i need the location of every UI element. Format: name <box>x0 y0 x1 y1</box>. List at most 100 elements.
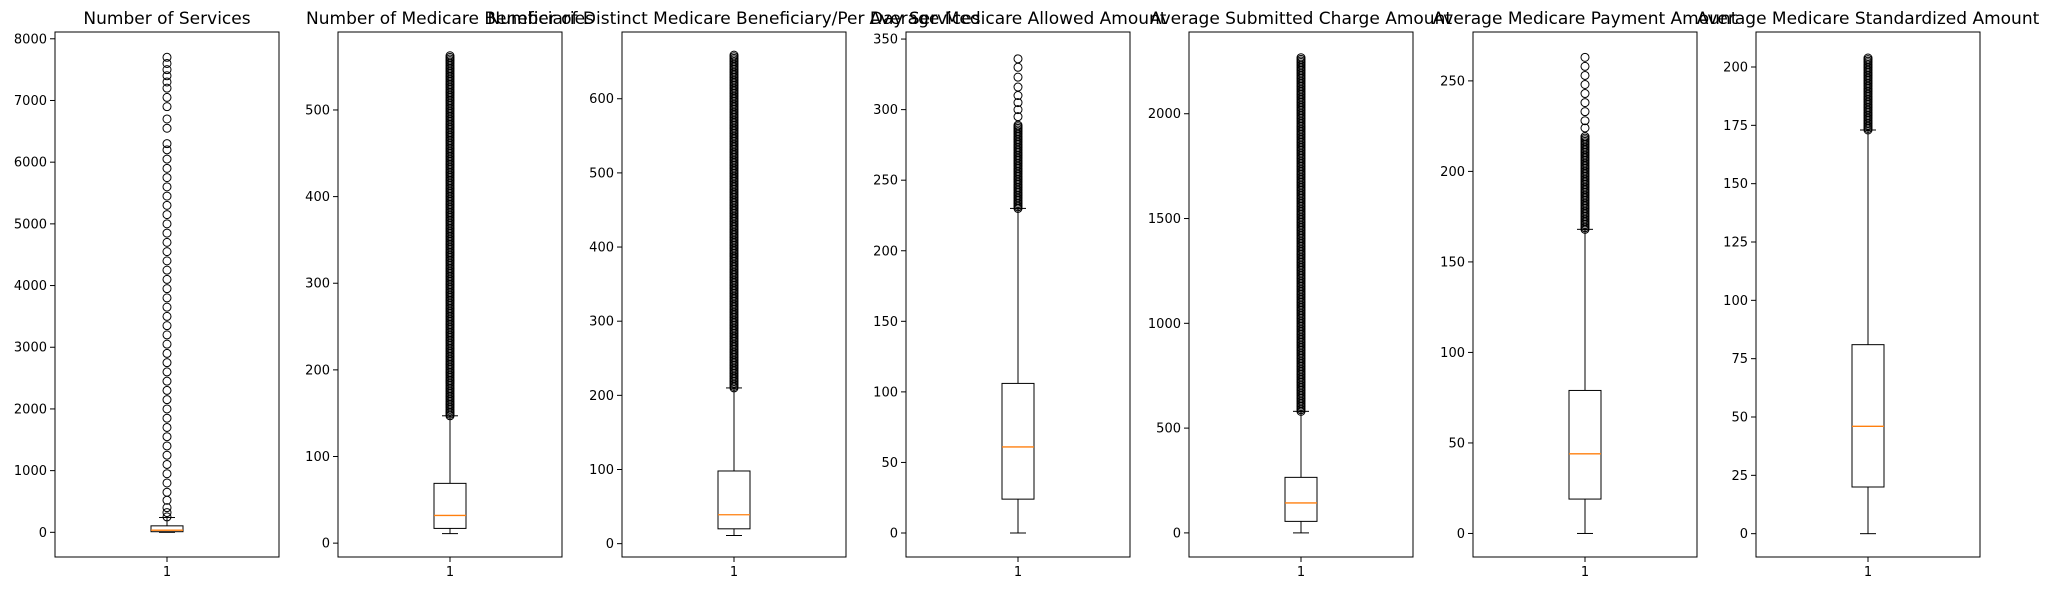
outlier-point <box>1013 54 1023 64</box>
outlier-point <box>1013 105 1023 115</box>
outlier-point <box>1580 52 1590 62</box>
outlier-point <box>162 302 172 312</box>
iqr-box <box>717 470 751 530</box>
panel-4: Average Medicare Allowed Amount 0 50 100 15… <box>870 9 1167 580</box>
y-tick-label: 300 <box>305 277 330 292</box>
iqr-box <box>1001 382 1035 500</box>
y-tick-label: 200 <box>1723 61 1748 76</box>
outlier-point <box>162 65 172 75</box>
y-tick-label: 100 <box>589 463 614 478</box>
outlier-point <box>1580 61 1590 71</box>
y-tick-label: 100 <box>873 385 898 400</box>
outlier-point <box>1580 98 1590 108</box>
outlier-point <box>162 228 172 238</box>
y-tick-label: 50 <box>881 456 898 471</box>
panel-3: Number of Distinct Medicare Beneficiary/… <box>487 9 980 580</box>
panel-6: Average Medicare Payment Amount 0 50 100 15… <box>1433 9 1738 580</box>
outlier-point <box>162 487 172 497</box>
outlier-point <box>162 321 172 331</box>
iqr-box <box>433 482 467 529</box>
y-tick-label: 8000 <box>14 32 47 47</box>
outlier-point <box>1580 107 1590 117</box>
y-tick-label: 2000 <box>1148 107 1181 122</box>
outlier-point <box>1580 80 1590 89</box>
outlier-point <box>162 293 172 303</box>
y-tick-label: 50 <box>1731 411 1748 426</box>
y-tick-label: 1000 <box>14 464 47 479</box>
x-tick-label: 1 <box>1297 565 1305 580</box>
outlier-point <box>1013 62 1023 72</box>
outlier-point <box>1013 112 1023 122</box>
outlier-point <box>162 450 172 460</box>
outlier-point <box>162 358 172 368</box>
outlier-point <box>1580 132 1590 142</box>
outlier-point <box>162 512 172 522</box>
outlier-point <box>162 139 172 149</box>
panel-title: Average Submitted Charge Amount <box>1150 9 1452 29</box>
x-tick-label: 1 <box>163 565 171 580</box>
outlier-point <box>162 274 172 284</box>
outlier-point <box>162 145 172 155</box>
y-tick-label: 400 <box>305 190 330 205</box>
boxplot: 0 50 100 150 200 250 1 <box>1440 52 1602 580</box>
boxplot: 0 100 200 300 400 500 1 <box>305 51 467 580</box>
x-tick-label: 1 <box>730 565 738 580</box>
outlier-point <box>162 348 172 358</box>
y-tick-label: 75 <box>1731 352 1748 367</box>
outlier-point <box>1863 53 1873 63</box>
outlier-point <box>162 219 172 229</box>
boxplot: 0 1000 2000 3000 4000 5000 6000 7000 8000 1 <box>14 32 184 580</box>
y-tick-label: 0 <box>39 526 47 541</box>
outlier-point <box>162 247 172 257</box>
y-tick-label: 175 <box>1723 119 1748 134</box>
x-tick-label: 1 <box>1581 565 1589 580</box>
y-tick-label: 400 <box>589 241 614 256</box>
outlier-point <box>162 495 172 505</box>
x-tick-label: 1 <box>446 565 454 580</box>
outlier-point <box>1013 82 1023 92</box>
outlier-point <box>1580 123 1590 133</box>
y-tick-label: 300 <box>589 315 614 330</box>
y-tick-label: 300 <box>873 103 898 118</box>
outlier-point <box>1580 89 1590 99</box>
outlier-point <box>162 191 172 201</box>
boxplot: 0 100 200 300 400 500 600 1 <box>589 50 751 580</box>
panel-title: Number of Medicare Beneficiaries <box>306 9 594 29</box>
outlier-point <box>162 52 172 62</box>
outlier-point <box>162 413 172 423</box>
y-tick-label: 100 <box>1440 346 1465 361</box>
outlier-point <box>162 311 172 321</box>
outlier-point <box>162 508 172 518</box>
outlier-point <box>162 114 172 124</box>
y-tick-label: 600 <box>589 92 614 107</box>
x-tick-label: 1 <box>1864 565 1872 580</box>
outlier-point <box>162 339 172 349</box>
outlier-point <box>162 163 172 173</box>
outlier-point <box>162 441 172 451</box>
y-tick-label: 1500 <box>1148 212 1181 227</box>
outlier-point <box>162 503 172 513</box>
y-tick-label: 250 <box>873 174 898 189</box>
outlier-point <box>162 83 172 93</box>
y-tick-label: 50 <box>1448 436 1465 451</box>
boxplot: 0 25 50 75 100 125 150 175 200 1 <box>1723 53 1885 580</box>
iqr-box <box>1284 476 1318 522</box>
outlier-point <box>162 469 172 479</box>
boxplot: 0 50 100 150 200 250 300 350 1 <box>873 33 1035 580</box>
y-tick-label: 200 <box>873 244 898 259</box>
y-tick-label: 200 <box>589 389 614 404</box>
iqr-box <box>150 525 184 533</box>
y-tick-label: 5000 <box>14 217 47 232</box>
outlier-point <box>162 284 172 294</box>
plot-area <box>1188 31 1414 558</box>
outlier-point <box>1013 120 1023 130</box>
iqr-box <box>1568 389 1602 500</box>
y-tick-label: 1000 <box>1148 317 1181 332</box>
outlier-point <box>162 265 172 275</box>
y-tick-label: 0 <box>606 537 614 552</box>
outlier-point <box>162 200 172 210</box>
outlier-point <box>162 71 172 81</box>
outlier-point <box>162 173 172 183</box>
outlier-point <box>162 432 172 442</box>
